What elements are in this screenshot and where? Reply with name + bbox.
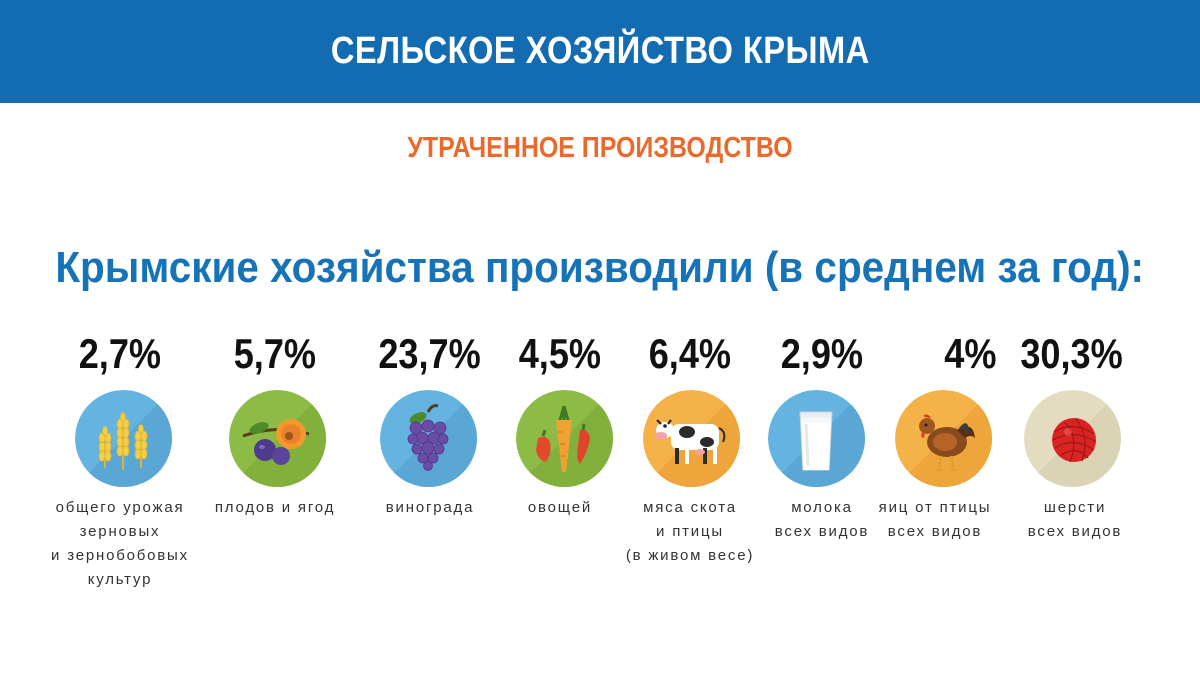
- plum-icon: [229, 390, 326, 487]
- section-subtitle: УТРАЧЕННОЕ ПРОИЗВОДСТВО: [0, 132, 1200, 165]
- stat-label: молока всех видов: [774, 499, 870, 540]
- stat-label: шерсти всех видов: [1027, 499, 1123, 540]
- lead-heading-text: Крымские хозяйства производили (в средне…: [55, 243, 1145, 292]
- stat-label: плодов и ягод: [214, 499, 336, 516]
- stat-label: яиц от птицы всех видов: [878, 499, 992, 540]
- stat-percent: 4,5%: [518, 330, 602, 377]
- stat-percent: 2,9%: [780, 330, 864, 377]
- stat-percent: 30,3%: [1020, 330, 1124, 377]
- wool-ball-icon: [1024, 390, 1121, 487]
- vegetables-icon: [516, 390, 613, 487]
- grapes-icon: [380, 390, 477, 487]
- stat-percent: 5,7%: [233, 330, 317, 377]
- milk-glass-icon: [768, 390, 865, 487]
- header-banner: СЕЛЬСКОЕ ХОЗЯЙСТВО КРЫМА: [0, 0, 1200, 103]
- wheat-icon: [75, 390, 172, 487]
- stat-label: мяса скота и птицы (в живом весе): [625, 499, 755, 564]
- stat-percent: 2,7%: [78, 330, 162, 377]
- hen-icon: [895, 390, 992, 487]
- stat-percent: 4%: [943, 330, 997, 377]
- stat-label: винограда: [385, 499, 475, 516]
- lead-heading: Крымские хозяйства производили (в средне…: [0, 243, 1200, 293]
- section-subtitle-text: УТРАЧЕННОЕ ПРОИЗВОДСТВО: [407, 132, 793, 164]
- stat-percent: 6,4%: [648, 330, 732, 377]
- stat-label: общего урожая зерновых и зернобобовых культ…: [51, 499, 189, 588]
- stat-label: овощей: [527, 499, 593, 516]
- cow-icon: [643, 390, 740, 487]
- stat-percent: 23,7%: [378, 330, 482, 377]
- page-title: СЕЛЬСКОЕ ХОЗЯЙСТВО КРЫМА: [330, 30, 870, 72]
